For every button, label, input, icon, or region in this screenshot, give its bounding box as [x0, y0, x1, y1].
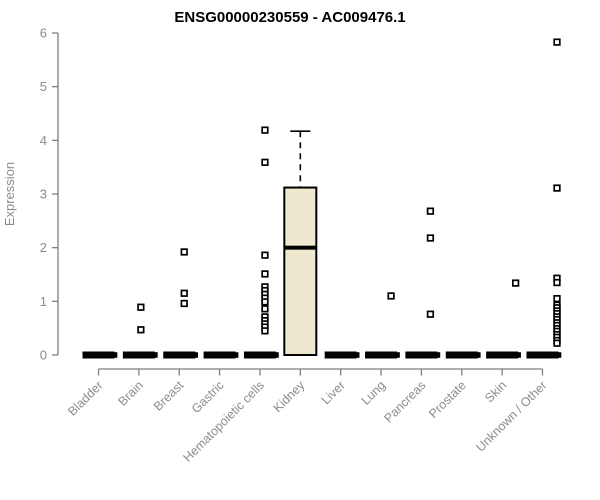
outlier-point [553, 38, 561, 46]
flat-box-gastric [203, 351, 236, 359]
outlier-point [553, 294, 561, 303]
chart-title: ENSG00000230559 - AC009476.1 [174, 9, 405, 26]
median-line [284, 245, 317, 250]
outlier-point [261, 270, 269, 278]
flat-box-breast [163, 351, 196, 359]
flat-box-bladder [82, 351, 115, 359]
x-tick-label: Kidney [271, 378, 308, 415]
y-tick-label: 4 [40, 133, 47, 148]
outlier-point [261, 298, 269, 306]
x-tick-label: Liver [319, 378, 348, 407]
y-tick-label: 1 [40, 294, 47, 309]
zero-point [152, 352, 158, 358]
zero-point [555, 352, 562, 358]
outlier-point [261, 126, 269, 134]
outlier-point [426, 207, 435, 215]
flat-box-hematopoietic-cells [243, 351, 276, 359]
flat-box-prostate [445, 351, 478, 359]
zero-point [273, 352, 279, 358]
flat-box-skin [486, 351, 519, 359]
flat-box-liver [324, 351, 357, 359]
zero-point [111, 352, 118, 358]
outlier-point [553, 339, 561, 347]
outlier-point [261, 327, 269, 335]
outlier-point [137, 303, 145, 311]
outlier-point [180, 248, 188, 256]
zero-point [474, 352, 481, 358]
y-tick-label: 5 [40, 79, 47, 94]
outlier-point [261, 251, 269, 259]
flat-box-pancreas [405, 351, 438, 359]
y-tick-label: 6 [40, 25, 47, 40]
x-tick-label: Pancreas [381, 378, 428, 425]
outlier-point [426, 310, 435, 318]
x-tick-label: Unknown / Other [473, 378, 549, 454]
outlier-point [426, 234, 435, 242]
zero-point [232, 352, 239, 358]
zero-point [515, 352, 521, 358]
y-axis-label: Expression [2, 162, 17, 226]
zero-point [353, 352, 360, 358]
outlier-point [387, 292, 395, 300]
x-tick-label: Skin [482, 378, 509, 405]
outlier-point [553, 184, 561, 192]
flat-box-brain [122, 351, 155, 359]
outlier-point [180, 289, 188, 297]
outlier-point [137, 326, 145, 334]
x-tick-label: Breast [151, 378, 187, 414]
x-tick-label: Gastric [189, 378, 227, 416]
zero-point [394, 352, 400, 358]
x-tick-label: Brain [115, 378, 146, 409]
flat-box-lung [365, 351, 398, 359]
zero-point [434, 352, 441, 358]
flat-box-unknown-other [526, 351, 559, 359]
x-tick-label: Lung [359, 378, 389, 408]
box-kidney [283, 186, 318, 356]
zero-point [192, 352, 199, 358]
y-tick-label: 3 [40, 186, 47, 201]
outlier-point [511, 279, 520, 287]
plot-root: 0 1 2 3 4 5 6 Bladder Brain Breast GastricHematopo… [40, 25, 562, 465]
outlier-point [180, 299, 188, 308]
x-tick-label: Hematopoietic cells [181, 378, 268, 465]
outlier-point [553, 278, 561, 287]
y-tick-label: 0 [40, 348, 47, 363]
y-tick-label: 2 [40, 240, 47, 255]
outlier-point [261, 305, 269, 313]
x-tick-label: Prostate [426, 378, 469, 421]
outlier-point [261, 158, 269, 166]
x-tick-label: Bladder [65, 378, 105, 418]
